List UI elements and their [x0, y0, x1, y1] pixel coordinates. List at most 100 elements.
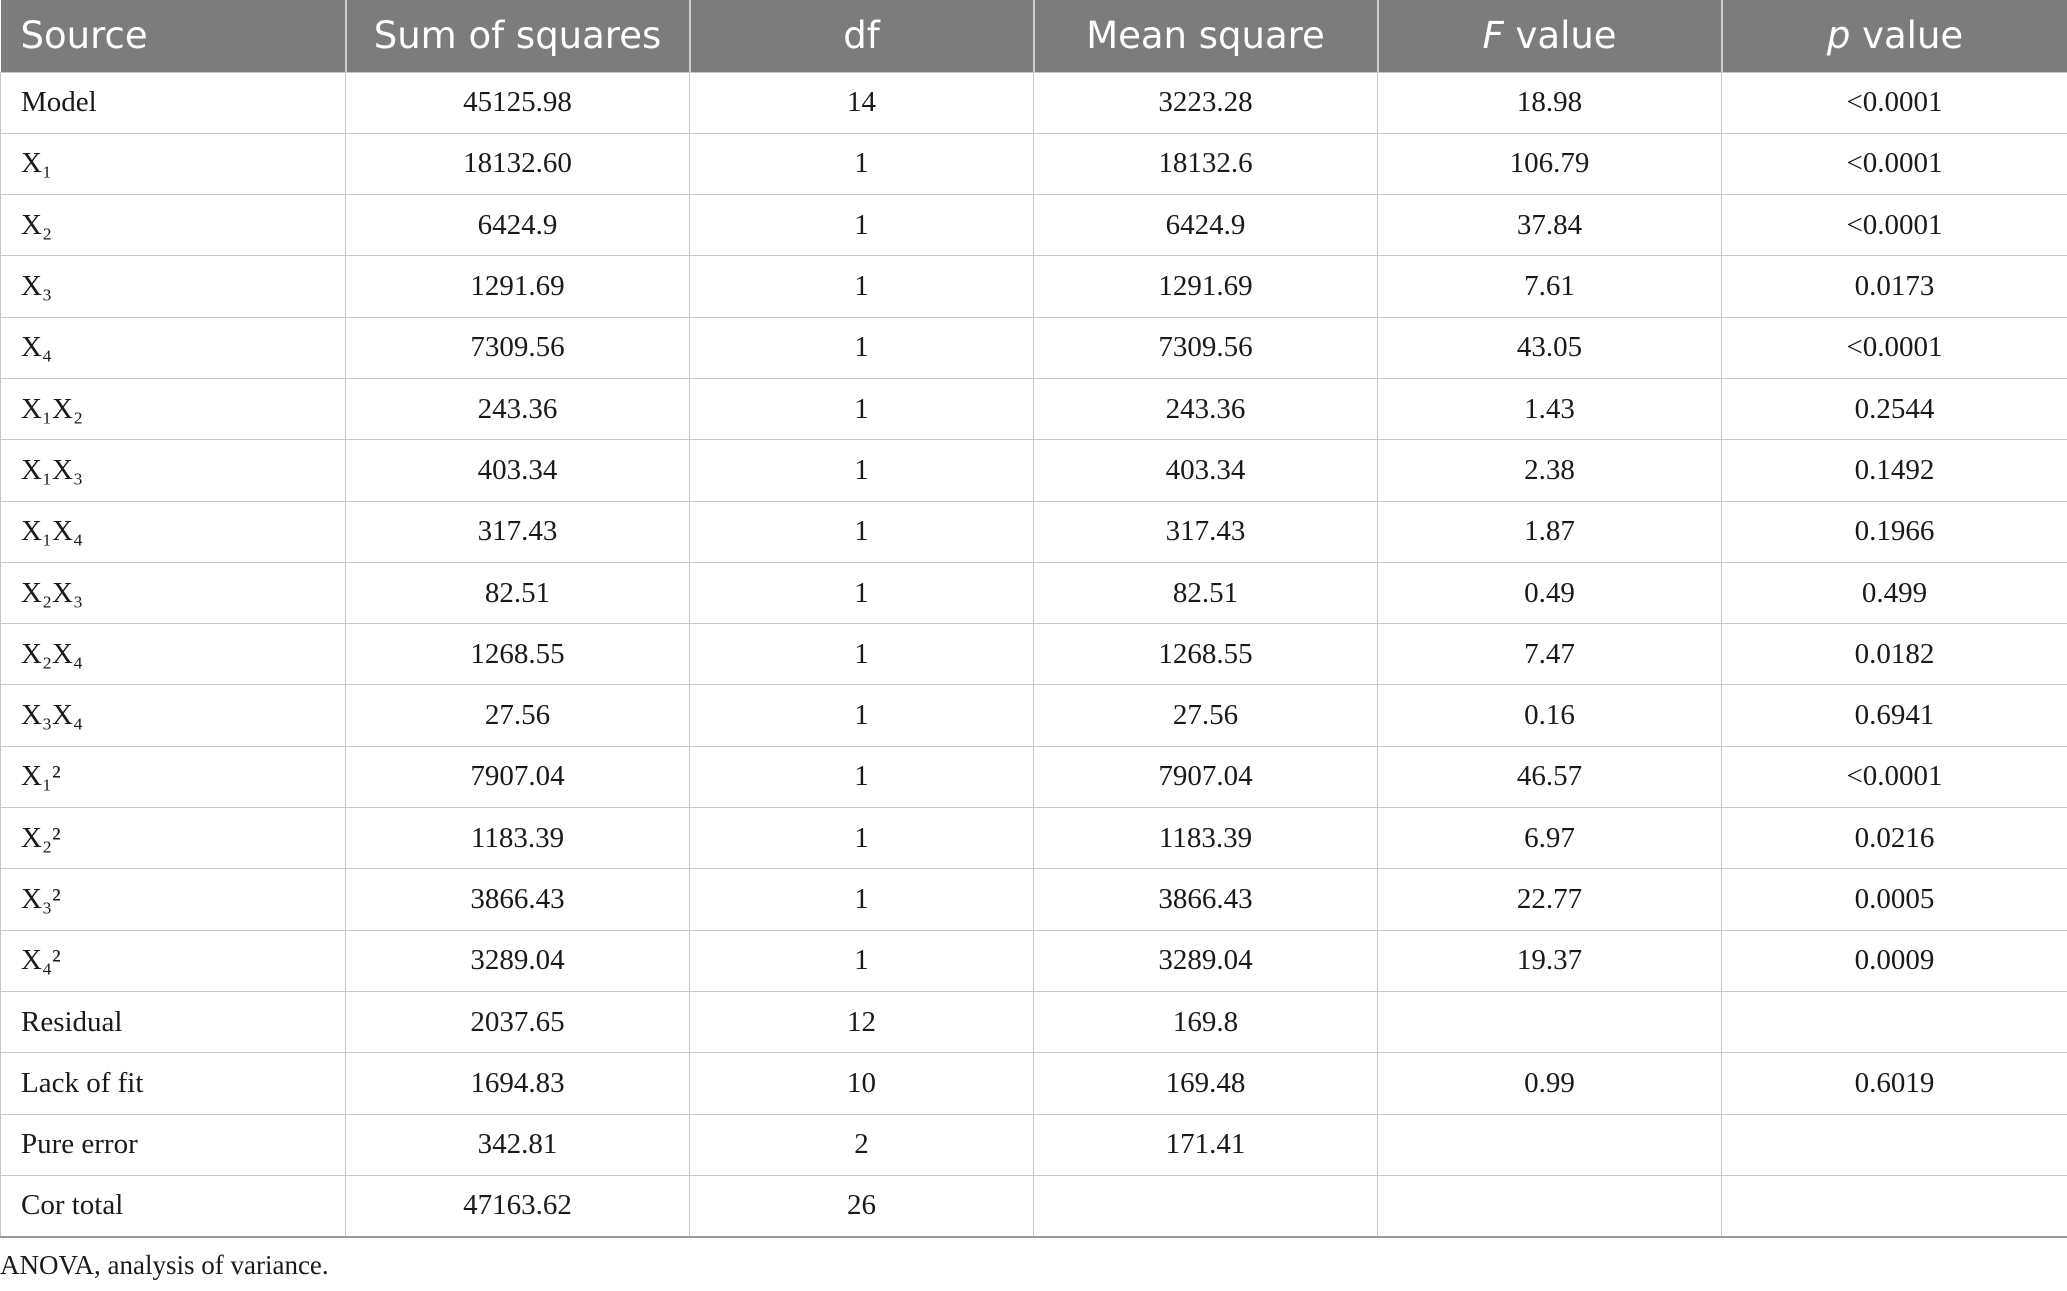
- cell-sum-of-squares: 3289.04: [345, 929, 690, 992]
- cell-source: Model: [0, 71, 346, 134]
- cell-df: 26: [689, 1174, 1034, 1238]
- header-p-symbol: p: [1826, 14, 1851, 58]
- cell-mean-square: 6424.9: [1033, 194, 1378, 257]
- cell-mean-square: 169.8: [1033, 990, 1378, 1054]
- cell-source: X₂: [0, 194, 346, 257]
- cell-source: X₂X₃: [0, 561, 346, 625]
- cell-p-value: 0.0216: [1721, 807, 2067, 870]
- cell-df: 1: [689, 745, 1034, 809]
- cell-source: Residual: [0, 990, 346, 1054]
- cell-source: Pure error: [0, 1113, 346, 1176]
- cell-p-value: 0.0182: [1721, 623, 2067, 686]
- cell-df: 1: [689, 561, 1034, 625]
- cell-p-value: 0.6941: [1721, 684, 2067, 747]
- header-f-symbol: F: [1482, 14, 1504, 58]
- cell-p-value: 0.499: [1721, 561, 2067, 625]
- cell-sum-of-squares: 1183.39: [345, 807, 690, 870]
- cell-p-value: 0.0005: [1721, 868, 2067, 931]
- cell-f-value: 37.84: [1377, 194, 1722, 257]
- cell-mean-square: 3223.28: [1033, 71, 1378, 134]
- table-header: Source Sum of squares df Mean square F v…: [0, 0, 2067, 72]
- cell-source: Cor total: [0, 1174, 346, 1238]
- cell-sum-of-squares: 7907.04: [345, 745, 690, 809]
- header-p-value: p value: [1720, 0, 2067, 72]
- cell-df: 2: [689, 1113, 1034, 1176]
- cell-sum-of-squares: 2037.65: [345, 990, 690, 1054]
- cell-p-value: 0.2544: [1721, 377, 2067, 441]
- cell-f-value: 7.61: [1377, 255, 1722, 318]
- cell-p-value: 0.1966: [1721, 500, 2067, 563]
- cell-source: X₁: [0, 132, 346, 196]
- table-row: Residual 2037.65 12 169.8: [0, 990, 2067, 1054]
- cell-df: 10: [689, 1052, 1034, 1115]
- cell-mean-square: 1291.69: [1033, 255, 1378, 318]
- table-row: X₁X₃ 403.34 1 403.34 2.38 0.1492: [0, 439, 2067, 502]
- table-row: Cor total 47163.62 26: [0, 1174, 2067, 1238]
- table-row: Model 45125.98 14 3223.28 18.98 <0.0001: [0, 71, 2067, 134]
- cell-df: 1: [689, 623, 1034, 686]
- table-row: Lack of fit 1694.83 10 169.48 0.99 0.6019: [0, 1052, 2067, 1115]
- cell-source: X₁²: [0, 745, 346, 809]
- cell-sum-of-squares: 3866.43: [345, 868, 690, 931]
- table-row: X₂X₃ 82.51 1 82.51 0.49 0.499: [0, 561, 2067, 625]
- cell-sum-of-squares: 6424.9: [345, 194, 690, 257]
- cell-mean-square: 18132.6: [1033, 132, 1378, 196]
- header-mean-square: Mean square: [1032, 0, 1378, 72]
- cell-df: 12: [689, 990, 1034, 1054]
- cell-df: 1: [689, 807, 1034, 870]
- cell-f-value: 0.49: [1377, 561, 1722, 625]
- cell-f-value: 106.79: [1377, 132, 1722, 196]
- cell-df: 1: [689, 255, 1034, 318]
- cell-sum-of-squares: 27.56: [345, 684, 690, 747]
- cell-f-value: 1.43: [1377, 377, 1722, 441]
- table-row: Pure error 342.81 2 171.41: [0, 1113, 2067, 1176]
- cell-mean-square: 3866.43: [1033, 868, 1378, 931]
- cell-df: 1: [689, 929, 1034, 992]
- table-body: Model 45125.98 14 3223.28 18.98 <0.0001 X₁ 1813…: [0, 71, 2067, 1238]
- cell-df: 1: [689, 684, 1034, 747]
- cell-sum-of-squares: 342.81: [345, 1113, 690, 1176]
- table-row: X₂X₄ 1268.55 1 1268.55 7.47 0.0182: [0, 623, 2067, 686]
- cell-sum-of-squares: 7309.56: [345, 316, 690, 379]
- header-f-value: F value: [1376, 0, 1722, 72]
- cell-f-value: 0.99: [1377, 1052, 1722, 1115]
- cell-mean-square: 243.36: [1033, 377, 1378, 441]
- table-row: X₃ 1291.69 1 1291.69 7.61 0.0173: [0, 255, 2067, 318]
- cell-source: X₄²: [0, 929, 346, 992]
- header-row: Source Sum of squares df Mean square F v…: [0, 0, 2067, 72]
- cell-df: 1: [689, 194, 1034, 257]
- header-f-label: value: [1503, 14, 1617, 58]
- cell-source: X₁X₂: [0, 377, 346, 441]
- cell-f-value: 22.77: [1377, 868, 1722, 931]
- table-row: X₃X₄ 27.56 1 27.56 0.16 0.6941: [0, 684, 2067, 747]
- cell-f-value: 19.37: [1377, 929, 1722, 992]
- cell-p-value: <0.0001: [1721, 71, 2067, 134]
- table-row: X₁X₂ 243.36 1 243.36 1.43 0.2544: [0, 377, 2067, 441]
- cell-mean-square: 3289.04: [1033, 929, 1378, 992]
- cell-p-value: 0.0009: [1721, 929, 2067, 992]
- cell-sum-of-squares: 243.36: [345, 377, 690, 441]
- cell-mean-square: 82.51: [1033, 561, 1378, 625]
- cell-f-value: 43.05: [1377, 316, 1722, 379]
- cell-sum-of-squares: 1268.55: [345, 623, 690, 686]
- cell-sum-of-squares: 403.34: [345, 439, 690, 502]
- table-row: X₂ 6424.9 1 6424.9 37.84 <0.0001: [0, 194, 2067, 257]
- cell-f-value: [1377, 1174, 1722, 1238]
- table-row: X₁² 7907.04 1 7907.04 46.57 <0.0001: [0, 745, 2067, 809]
- cell-sum-of-squares: 45125.98: [345, 71, 690, 134]
- cell-df: 1: [689, 439, 1034, 502]
- table-row: X₃² 3866.43 1 3866.43 22.77 0.0005: [0, 868, 2067, 931]
- table-row: X₁ 18132.60 1 18132.6 106.79 <0.0001: [0, 132, 2067, 196]
- cell-p-value: [1721, 1174, 2067, 1238]
- cell-f-value: 46.57: [1377, 745, 1722, 809]
- cell-df: 1: [689, 316, 1034, 379]
- cell-mean-square: 7907.04: [1033, 745, 1378, 809]
- cell-p-value: <0.0001: [1721, 316, 2067, 379]
- cell-f-value: [1377, 1113, 1722, 1176]
- cell-p-value: <0.0001: [1721, 745, 2067, 809]
- cell-source: X₁X₃: [0, 439, 346, 502]
- cell-mean-square: 1183.39: [1033, 807, 1378, 870]
- anova-table: Source Sum of squares df Mean square F v…: [0, 0, 2067, 1238]
- cell-p-value: <0.0001: [1721, 194, 2067, 257]
- cell-mean-square: 403.34: [1033, 439, 1378, 502]
